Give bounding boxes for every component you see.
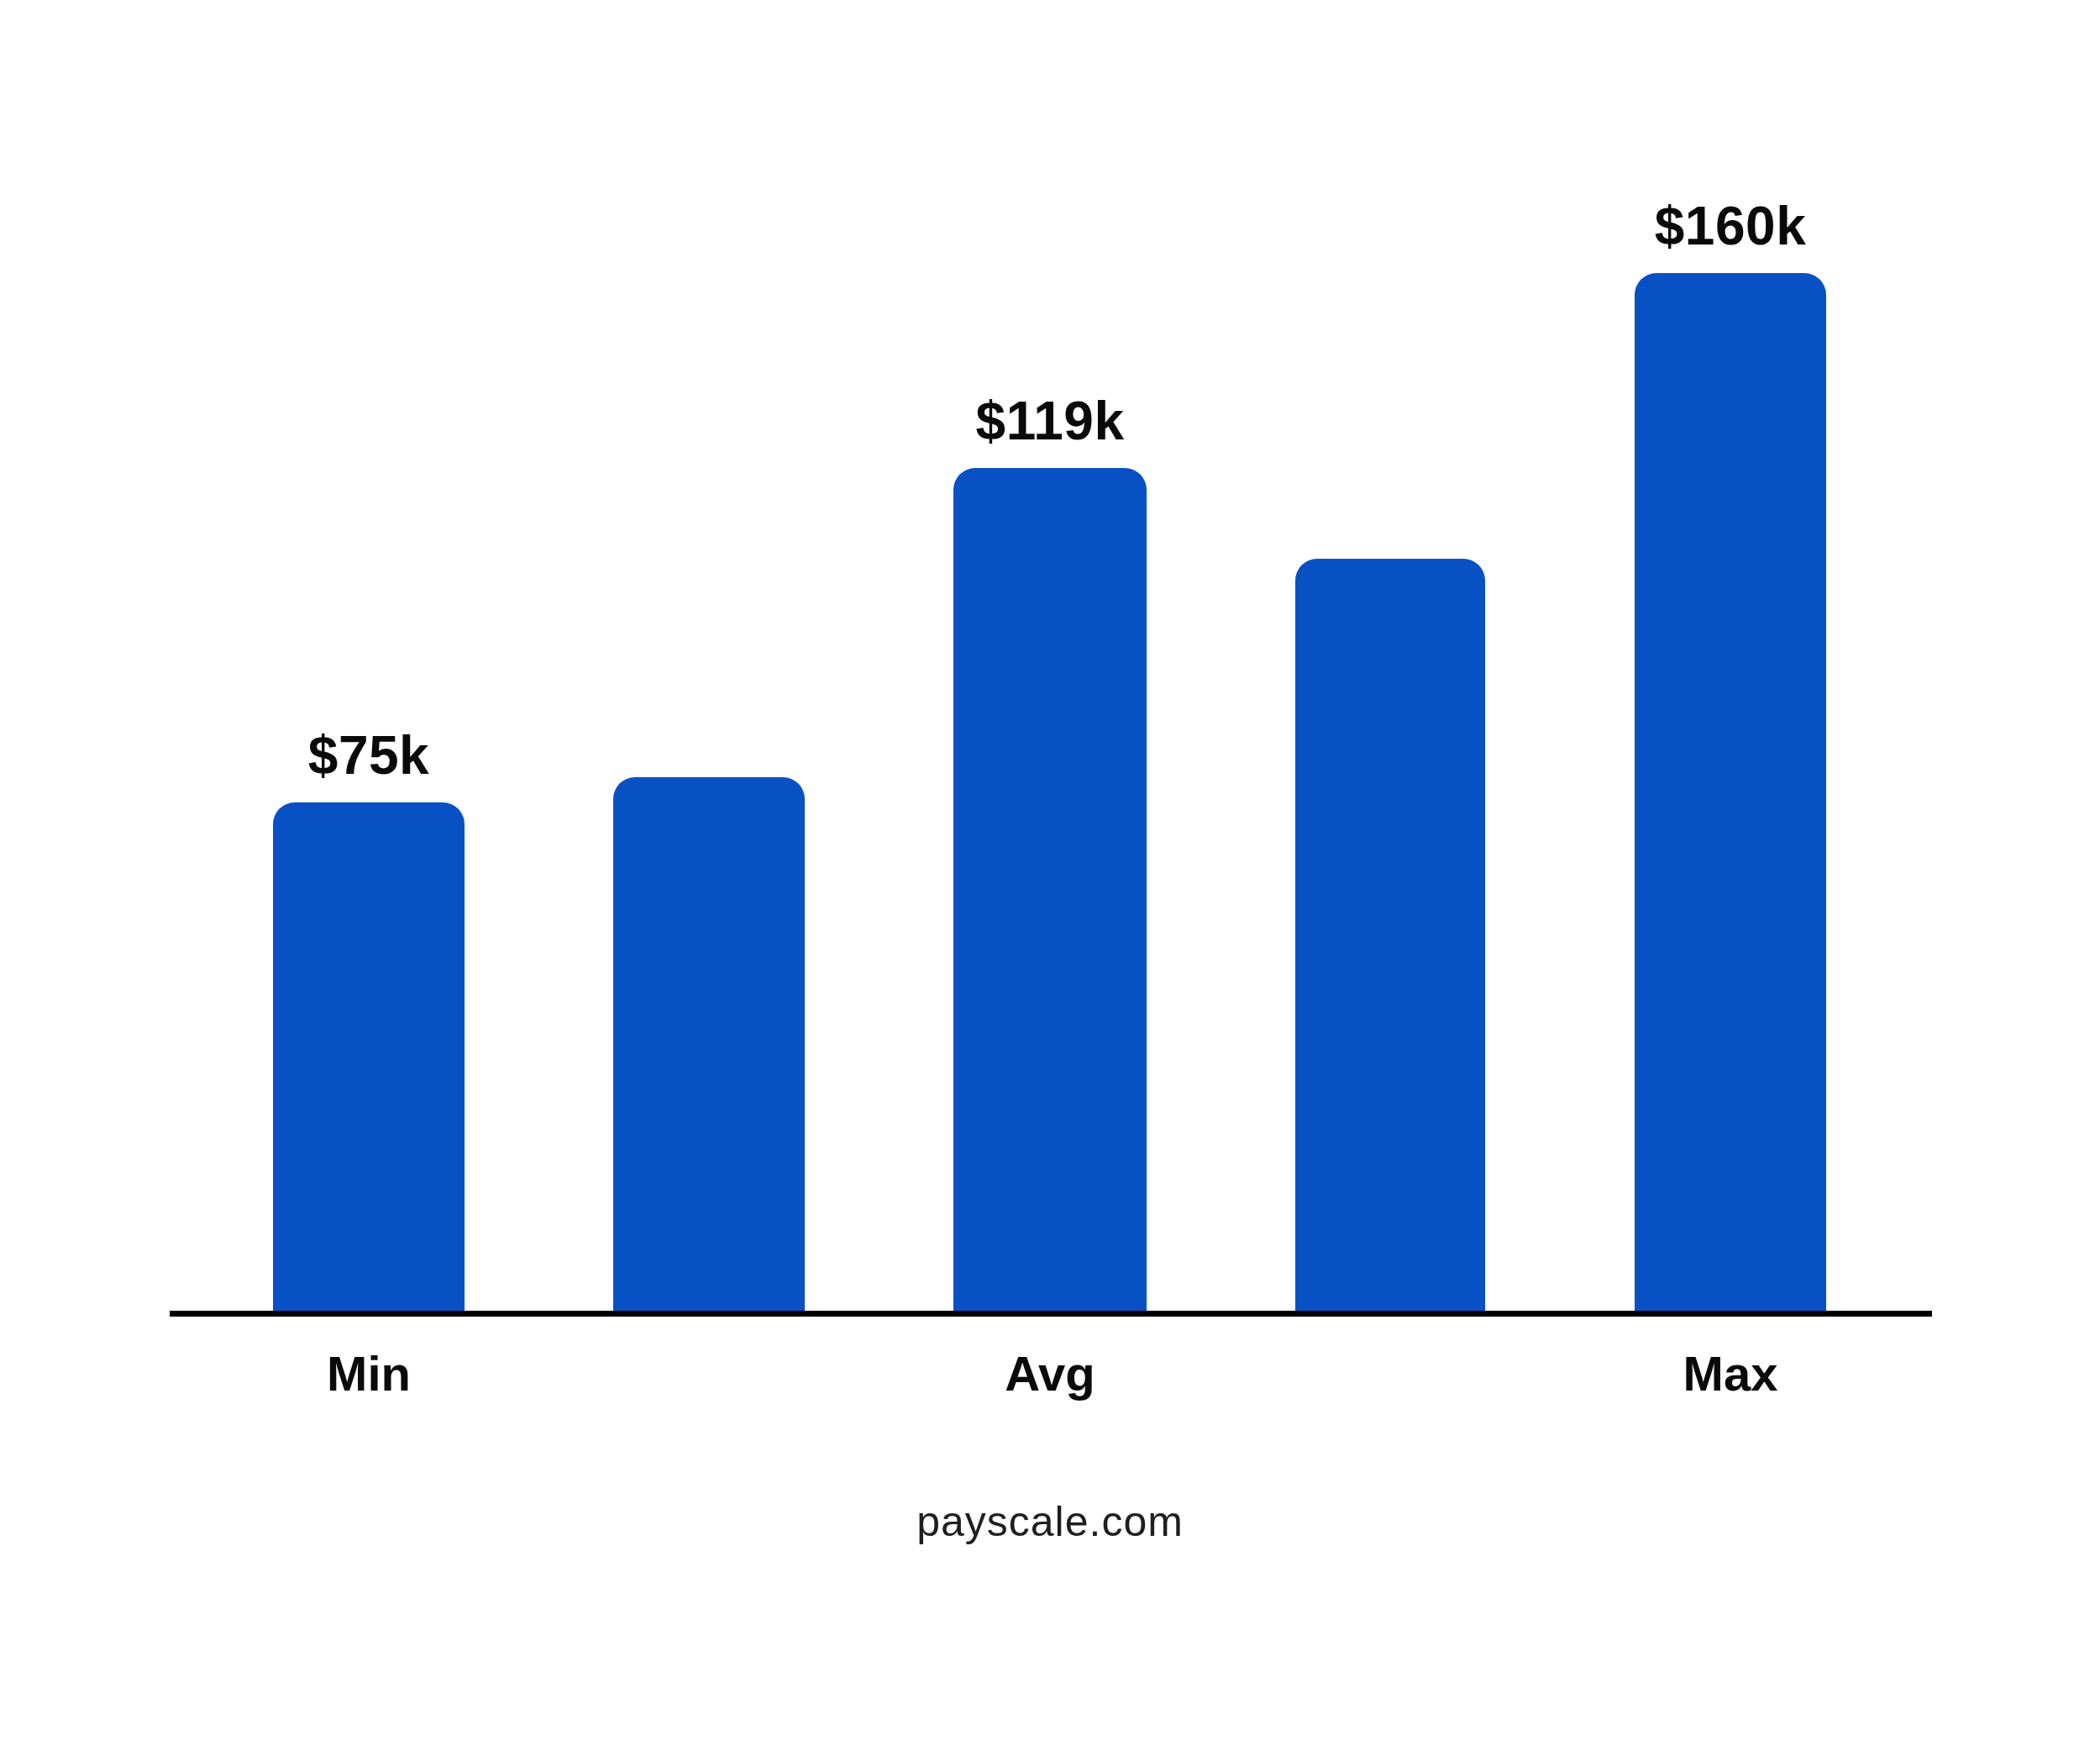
bar-2 [613, 777, 805, 1311]
bar-value-label: $75k [308, 728, 429, 782]
source-attribution: payscale.com [916, 1501, 1184, 1543]
x-axis-label: Max [1683, 1349, 1778, 1398]
bar-4 [1295, 559, 1485, 1311]
bar-3 [953, 468, 1147, 1311]
bar-chart: $75k Min $119k Avg $160k Max [0, 0, 2100, 1751]
x-axis-label: Avg [1005, 1349, 1095, 1398]
bar-5 [1635, 273, 1826, 1311]
bar-value-label: $119k [976, 394, 1125, 448]
x-axis-label: Min [327, 1349, 411, 1398]
chart-canvas: $75k Min $119k Avg $160k Max payscale.com [0, 0, 2100, 1751]
bar-1 [273, 802, 465, 1311]
x-axis-line [170, 1311, 1932, 1317]
bar-value-label: $160k [1655, 199, 1806, 253]
